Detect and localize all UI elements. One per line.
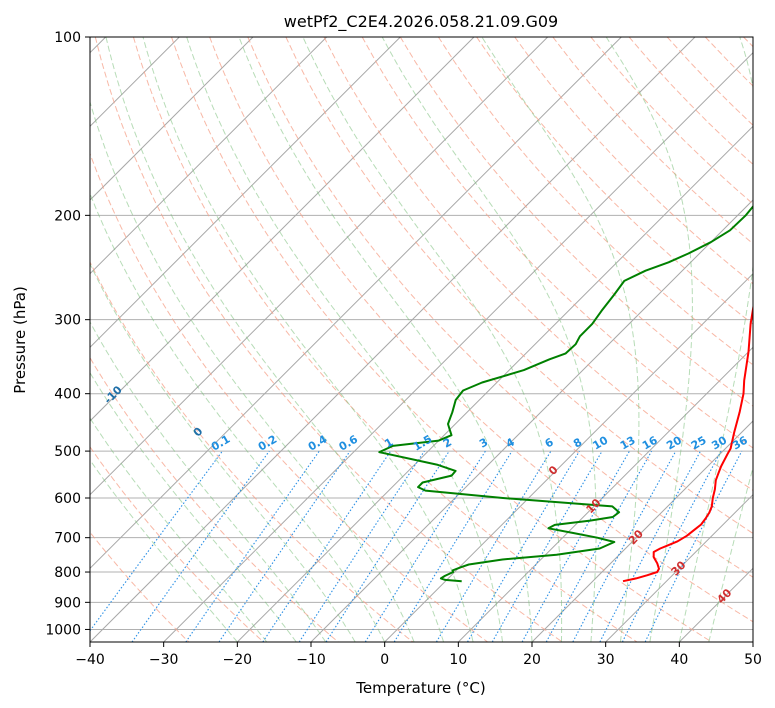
isotherm-gridline	[531, 420, 753, 642]
dry-adiabat	[90, 446, 264, 642]
series-line-dewpoint	[378, 205, 753, 583]
x-tick-label: −10	[296, 652, 326, 668]
moist-adiabat	[238, 37, 533, 642]
y-tick-label: 800	[54, 565, 81, 581]
y-tick-label: 600	[54, 491, 81, 507]
x-tick-label: 40	[670, 652, 688, 668]
isotherm-gridline	[90, 37, 328, 275]
dry-adiabat	[94, 37, 563, 642]
moist-adiabat	[302, 37, 563, 642]
dry-adiabat	[247, 37, 753, 578]
mixing-ratio-line	[131, 450, 270, 642]
isotherm-gridline	[90, 37, 254, 201]
y-tick-label: 300	[54, 313, 81, 329]
moist-adiabat	[90, 100, 415, 642]
moist-adiabat	[90, 459, 238, 642]
mixing-ratio-line	[325, 450, 450, 642]
mixing-ratio-line	[521, 450, 630, 642]
isotherm-gridline	[384, 272, 753, 642]
moist-adiabat	[381, 37, 597, 642]
mixing-ratio-line	[218, 450, 351, 642]
y-tick-label: 1000	[45, 622, 81, 638]
dry-adiabat	[437, 37, 753, 366]
x-tick-label: −30	[149, 652, 179, 668]
y-tick-label: 100	[54, 30, 81, 46]
isotherm-gridline	[605, 493, 753, 642]
mixing-ratio-line	[599, 450, 701, 642]
mixing-ratio-line	[644, 450, 743, 642]
moist-adiabat	[678, 37, 753, 642]
x-tick-label: 50	[744, 652, 762, 668]
y-tick-label: 900	[54, 595, 81, 611]
isotherm-gridline	[90, 37, 622, 570]
isotherm-gridline	[90, 37, 401, 349]
dry-adiabat	[323, 37, 753, 491]
series-layer	[378, 205, 753, 583]
dry-adiabat	[90, 152, 488, 642]
moist-adiabat	[105, 37, 445, 642]
x-tick-label: 20	[523, 652, 541, 668]
moist-adiabat	[90, 417, 268, 642]
x-tick-label: 30	[597, 652, 615, 668]
series-line-temperature	[622, 303, 753, 583]
isotherm-gridline	[310, 199, 753, 642]
moist-adiabat	[90, 262, 356, 642]
moist-adiabat	[605, 37, 693, 642]
mixing-ratio-line	[90, 450, 223, 632]
dry-adiabat	[132, 37, 638, 642]
grid-layer	[90, 37, 753, 642]
moist-adiabat	[186, 37, 503, 642]
x-tick-label: 0	[380, 652, 389, 668]
dry-adiabat	[171, 37, 712, 642]
moist-adiabat	[90, 371, 297, 642]
isotherm-gridline	[163, 51, 753, 642]
mixing-ratio-line	[262, 450, 392, 642]
moist-adiabat	[142, 37, 474, 642]
dry-adiabat	[209, 37, 753, 623]
x-tick-label: 10	[449, 652, 467, 668]
dry-adiabat	[285, 37, 753, 535]
dry-adiabat	[399, 37, 753, 407]
moist-adiabat	[90, 192, 386, 642]
y-tick-label: 400	[54, 387, 81, 403]
dry-adiabat	[90, 356, 339, 642]
isotherm-gridline	[236, 125, 753, 642]
x-tick-label: −40	[75, 652, 105, 668]
y-axis-label: Pressure (hPa)	[11, 286, 29, 394]
x-tick-label: −20	[223, 652, 253, 668]
mixing-ratio-line	[185, 450, 320, 642]
dry-adiabat	[361, 37, 753, 449]
mixing-ratio-line	[545, 450, 653, 642]
isotherm-gridline	[457, 346, 753, 642]
plot-frame	[89, 36, 754, 643]
isotherm-gridline	[90, 37, 475, 422]
moist-adiabat	[481, 37, 640, 642]
mixing-ratio-line	[393, 450, 513, 642]
y-tick-label: 700	[54, 531, 81, 547]
mixing-ratio-line	[435, 450, 552, 642]
mixing-ratio-line	[572, 450, 677, 642]
chart-title: wetPf2_C2E4.2026.058.21.09.G09	[284, 12, 558, 32]
mixing-ratio-line	[621, 450, 722, 642]
y-tick-label: 500	[54, 444, 81, 460]
mixing-ratio-line	[298, 450, 425, 642]
mixing-ratio-line	[364, 450, 486, 642]
isotherm-gridline	[90, 37, 549, 496]
y-tick-label: 200	[54, 208, 81, 224]
isotherm-gridline	[90, 37, 696, 642]
x-axis-label: Temperature (°C)	[355, 679, 485, 697]
tick-layer: −40 −30 −20 −10 0 10 20 30 40 50 100 200 300 400 500 60…	[45, 30, 762, 668]
